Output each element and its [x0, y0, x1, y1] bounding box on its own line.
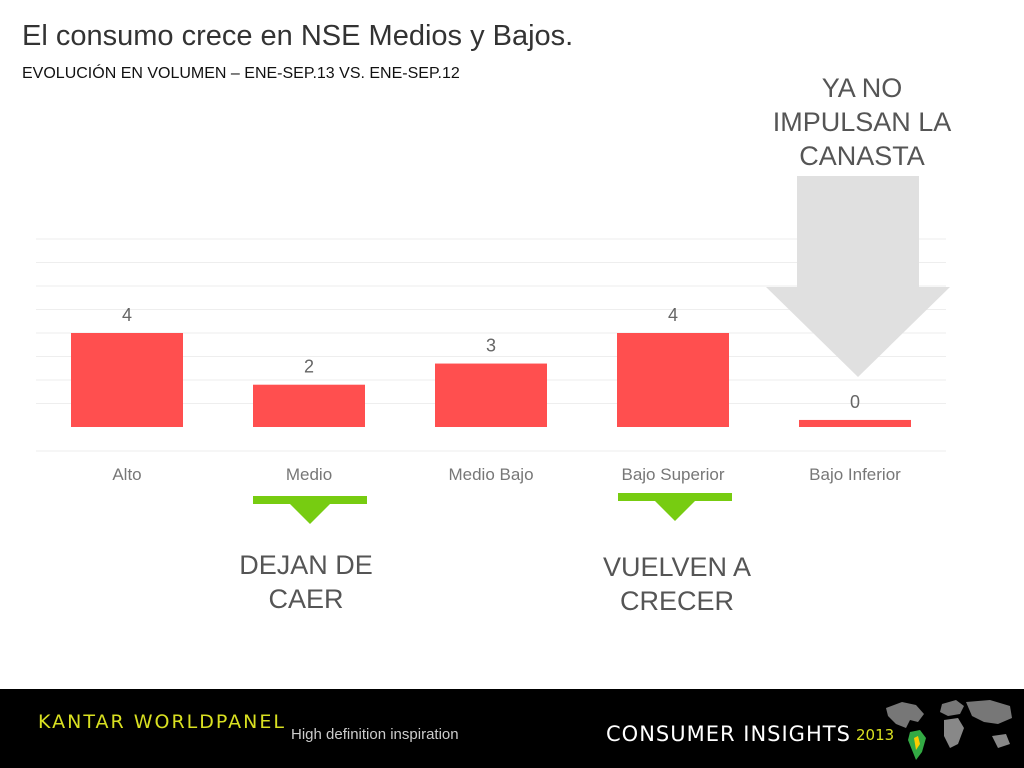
callout-no-impulsan: YA NO IMPULSAN LA CANASTA: [772, 73, 952, 171]
marker-bar: [618, 493, 732, 501]
down-arrow-icon: [766, 176, 950, 377]
chart-category-labels: Alto Medio Medio Bajo Bajo Superior Bajo Inf…: [112, 465, 901, 484]
bar-value-label: 4: [668, 305, 678, 325]
callout-dejan-de-caer: DEJAN DE CAER: [239, 550, 373, 614]
category-label: Medio: [286, 465, 332, 484]
brand-logo: KANTAR WORLDPANEL: [38, 711, 286, 733]
marker-bajo-superior: [618, 493, 732, 523]
category-label: Bajo Superior: [621, 465, 724, 484]
volume-bar-chart: 4 2 3 4 0 Alto Medio Medio Bajo Bajo Superior Ba…: [36, 176, 950, 484]
marker-medio: [253, 496, 367, 526]
product-year: 2013: [856, 726, 895, 744]
bar: [253, 384, 365, 427]
chart-bars: [71, 333, 911, 427]
world-map-icon: [886, 700, 1012, 760]
bar: [435, 363, 547, 427]
bar: [799, 419, 911, 427]
down-triangle-icon: [290, 504, 330, 524]
page-subtitle: EVOLUCIÓN EN VOLUMEN – ENE-SEP.13 VS. EN…: [22, 65, 460, 82]
chart-value-labels: 4 2 3 4 0: [122, 305, 860, 412]
bar-value-label: 3: [486, 336, 496, 356]
bar: [71, 333, 183, 427]
bar-value-label: 4: [122, 305, 132, 325]
brand-tagline: High definition inspiration: [291, 726, 459, 743]
bar-value-label: 0: [850, 392, 860, 412]
category-label: Medio Bajo: [448, 465, 533, 484]
callout-vuelven-a-crecer: VUELVEN A CRECER: [602, 552, 752, 616]
product-name: CONSUMER INSIGHTS: [606, 722, 851, 746]
category-label: Alto: [112, 465, 141, 484]
category-label: Bajo Inferior: [809, 465, 901, 484]
bar: [617, 333, 729, 427]
down-triangle-icon: [655, 501, 695, 521]
bar-value-label: 2: [304, 357, 314, 377]
marker-bar: [253, 496, 367, 504]
footer-bar: KANTAR WORLDPANEL High definition inspir…: [0, 689, 1024, 768]
page-title: El consumo crece en NSE Medios y Bajos.: [22, 20, 574, 52]
